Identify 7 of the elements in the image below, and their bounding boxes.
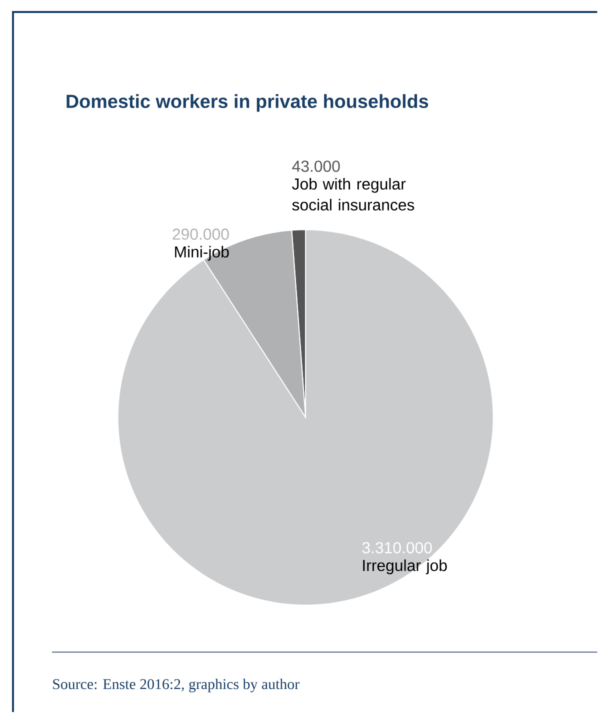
data-label: 290.000 [172, 228, 229, 240]
slice-label: Irregular job [363, 559, 447, 574]
data-label: 43.000 [292, 160, 340, 172]
slice-label: Job with regular social insurances [292, 178, 414, 211]
slice-label: Mini-job [174, 246, 229, 261]
source-note: Source: Enste 2016:2, graphics by author [53, 678, 300, 692]
chart-title: Domestic workers in private households [66, 94, 428, 112]
